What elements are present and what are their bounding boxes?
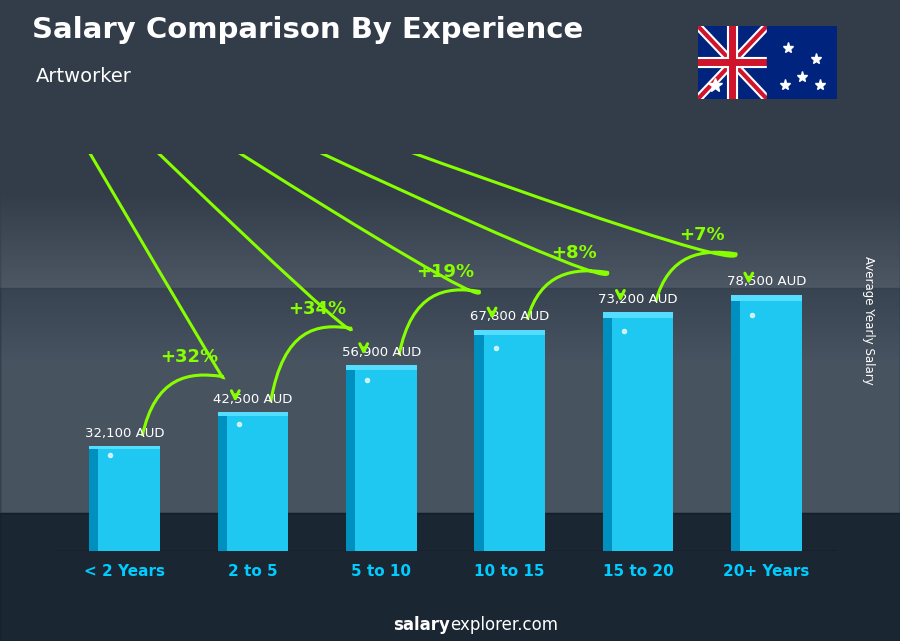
Text: +7%: +7% (680, 226, 725, 244)
Bar (346, 365, 417, 370)
Text: explorer.com: explorer.com (450, 616, 558, 634)
Bar (603, 312, 673, 318)
Text: +34%: +34% (288, 300, 346, 318)
Bar (0, 0, 900, 288)
Bar (0, 288, 900, 513)
Text: 5 to 10: 5 to 10 (351, 564, 411, 579)
Bar (767, 26, 837, 99)
Text: 78,500 AUD: 78,500 AUD (726, 276, 806, 288)
Text: +19%: +19% (417, 263, 474, 281)
Bar (89, 446, 160, 449)
Bar (346, 365, 356, 551)
Bar (603, 312, 673, 551)
Text: 67,800 AUD: 67,800 AUD (470, 310, 549, 324)
Text: 32,100 AUD: 32,100 AUD (85, 427, 165, 440)
Text: 42,500 AUD: 42,500 AUD (213, 393, 292, 406)
Text: 56,900 AUD: 56,900 AUD (342, 346, 421, 359)
Bar (731, 295, 741, 551)
Bar (731, 295, 802, 551)
Bar (218, 412, 288, 551)
Text: 73,200 AUD: 73,200 AUD (598, 293, 678, 306)
Text: salary: salary (393, 616, 450, 634)
Text: 15 to 20: 15 to 20 (603, 564, 673, 579)
Text: Average Yearly Salary: Average Yearly Salary (862, 256, 875, 385)
Text: +32%: +32% (159, 348, 218, 366)
Bar (218, 412, 288, 416)
Bar (474, 330, 483, 551)
Bar (0, 513, 900, 641)
Text: +8%: +8% (551, 244, 597, 262)
Bar (89, 446, 98, 551)
Bar (474, 330, 545, 335)
Text: Salary Comparison By Experience: Salary Comparison By Experience (32, 16, 583, 44)
Bar (48, 551, 843, 597)
Bar (731, 295, 802, 301)
Bar (603, 312, 612, 551)
Text: 2 to 5: 2 to 5 (228, 564, 278, 579)
Bar (474, 330, 545, 551)
Bar (346, 365, 417, 551)
Bar (218, 412, 227, 551)
Text: 10 to 15: 10 to 15 (474, 564, 544, 579)
Text: 20+ Years: 20+ Years (724, 564, 810, 579)
Text: Artworker: Artworker (36, 67, 132, 87)
Text: < 2 Years: < 2 Years (84, 564, 165, 579)
Bar (89, 446, 160, 551)
